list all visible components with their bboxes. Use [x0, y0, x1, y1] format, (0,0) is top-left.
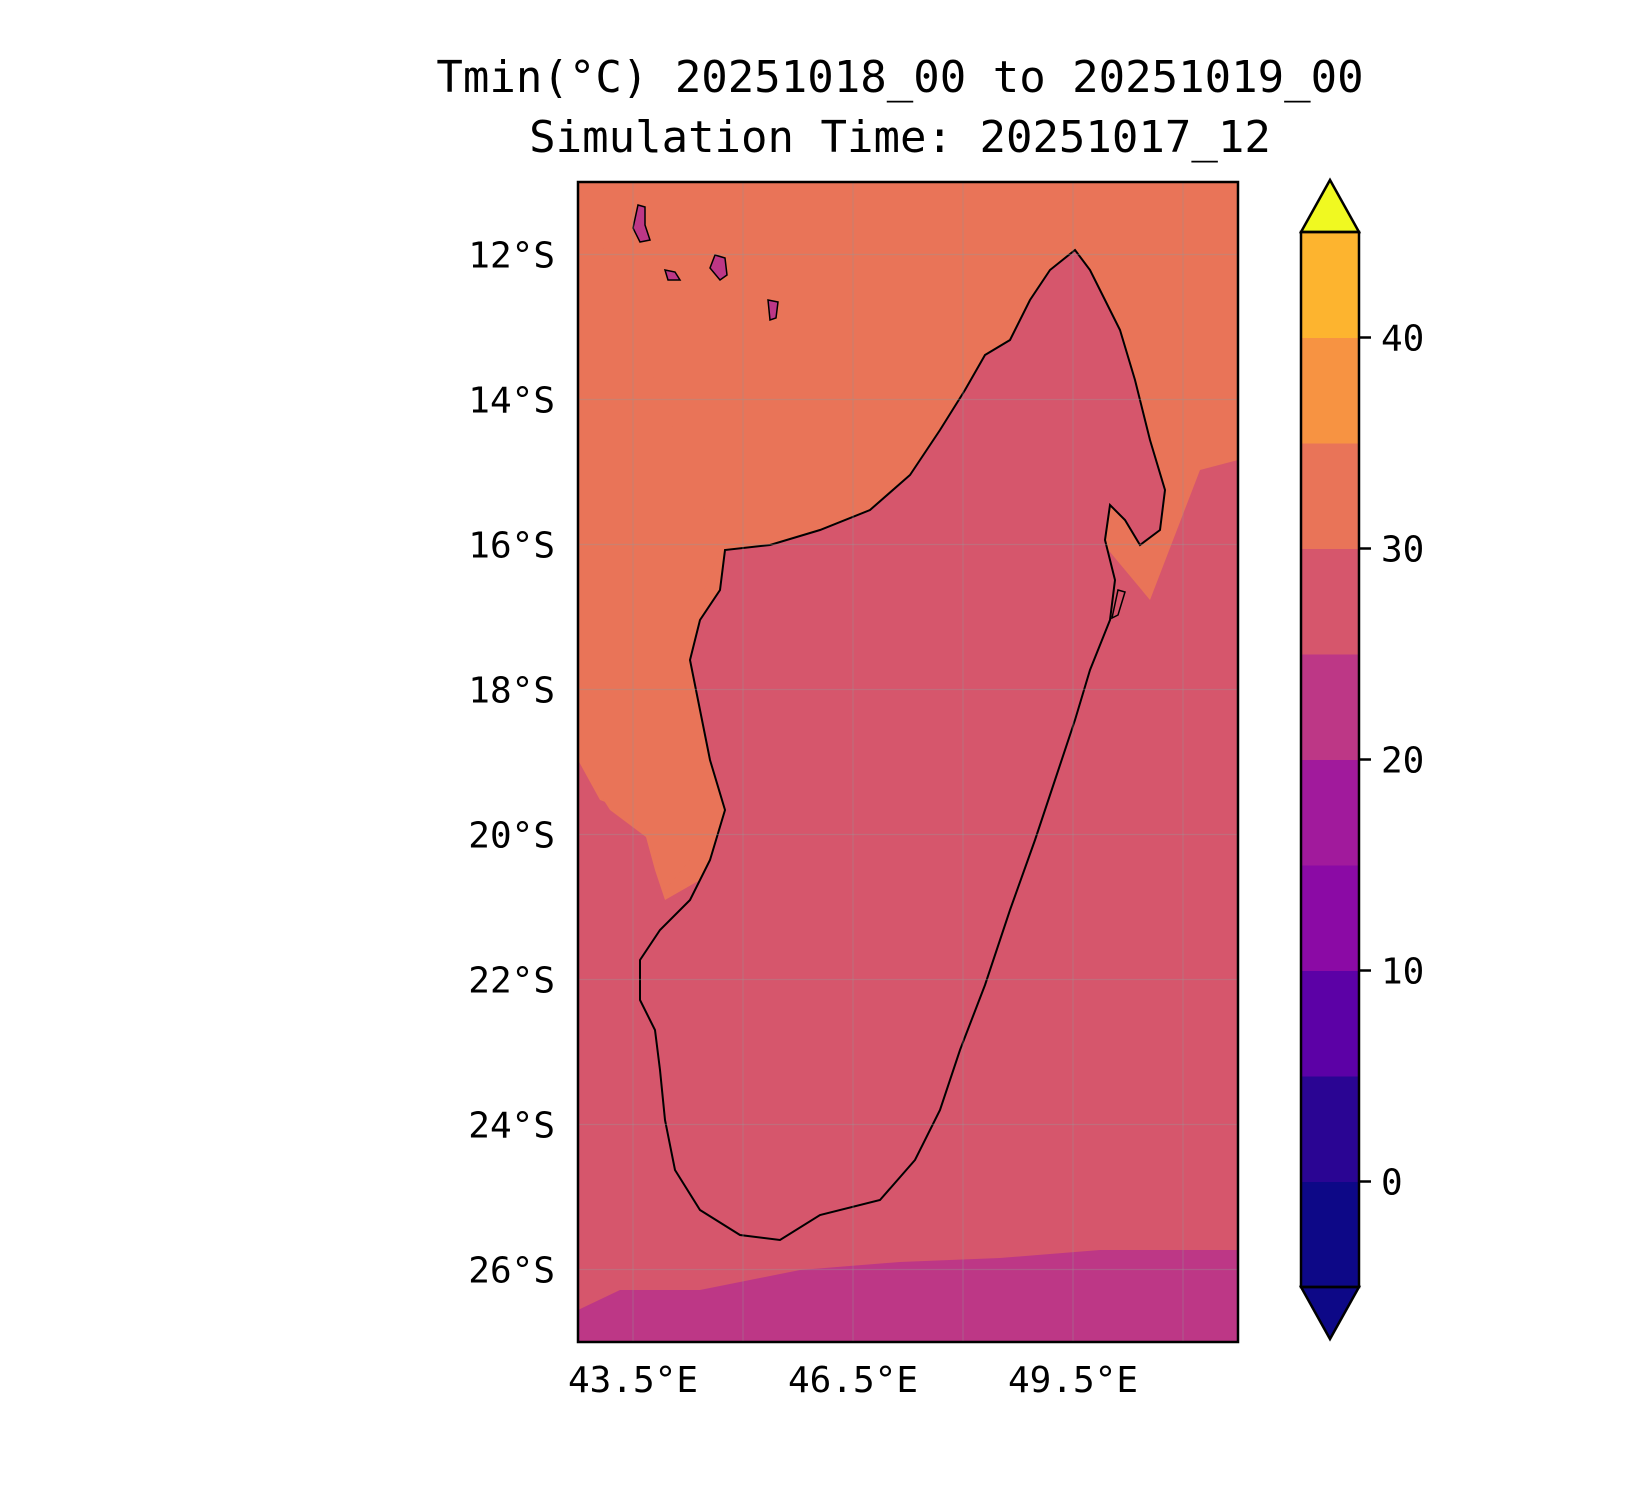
- ile-sainte-marie: [1110, 589, 1126, 620]
- map-subtitle: Simulation Time: 20251017_12: [529, 112, 1271, 163]
- colorbar-tick-label: 20: [1381, 741, 1424, 782]
- lat-tick-label: 18°S: [468, 671, 555, 712]
- colorbar: 0 10 20 30 40: [1298, 177, 1424, 1342]
- lat-tick-label: 16°S: [468, 526, 555, 567]
- colorbar-segment: [1301, 443, 1359, 549]
- colorbar-segment: [1301, 654, 1359, 760]
- comoros-island-3: [663, 269, 682, 281]
- lon-tick-label: 43.5°E: [568, 1360, 698, 1401]
- lon-tick-label: 49.5°E: [1008, 1360, 1138, 1401]
- colorbar-segment: [1301, 1181, 1359, 1288]
- comoros-island-2: [709, 254, 728, 282]
- map-title: Tmin(°C) 20251018_00 to 20251019_00: [436, 52, 1364, 103]
- colorbar-extend-min: [1298, 1285, 1362, 1342]
- colorbar-segment: [1301, 548, 1359, 655]
- map-panel: [578, 182, 1238, 1342]
- lat-tick-labels: 12°S 14°S 16°S 18°S 20°S 22°S 24°S 26°S: [468, 236, 555, 1292]
- lon-tick-labels: 43.5°E 46.5°E 49.5°E: [568, 1360, 1138, 1401]
- map-frame: [576, 180, 1240, 1344]
- colorbar-segment: [1301, 232, 1359, 338]
- lon-tick-label: 46.5°E: [788, 1360, 918, 1401]
- colorbar-tick-label: 10: [1381, 952, 1424, 993]
- colorbar-tick-label: 30: [1381, 530, 1424, 571]
- colorbar-segment: [1301, 759, 1359, 866]
- ocean-south-band: [578, 1250, 1238, 1342]
- lat-tick-label: 24°S: [468, 1106, 555, 1147]
- lat-tick-label: 12°S: [468, 236, 555, 277]
- colorbar-extend-max: [1298, 177, 1362, 234]
- ocean-west-tongue: [578, 182, 720, 890]
- colorbar-tick-label: 40: [1381, 319, 1424, 360]
- lat-tick-label: 26°S: [468, 1251, 555, 1292]
- colorbar-segment: [1301, 970, 1359, 1077]
- colorbar-tick-label: 0: [1381, 1163, 1403, 1204]
- comoros-island-1: [632, 204, 651, 243]
- colorbar-segment: [1301, 337, 1359, 444]
- colorbar-segment: [1301, 1076, 1359, 1182]
- gridlines: [578, 182, 1238, 1342]
- colorbar-segment: [1301, 865, 1359, 971]
- comoros-island-4: [767, 299, 779, 322]
- lat-tick-label: 20°S: [468, 816, 555, 857]
- lat-tick-label: 14°S: [468, 381, 555, 422]
- lat-tick-label: 22°S: [468, 961, 555, 1002]
